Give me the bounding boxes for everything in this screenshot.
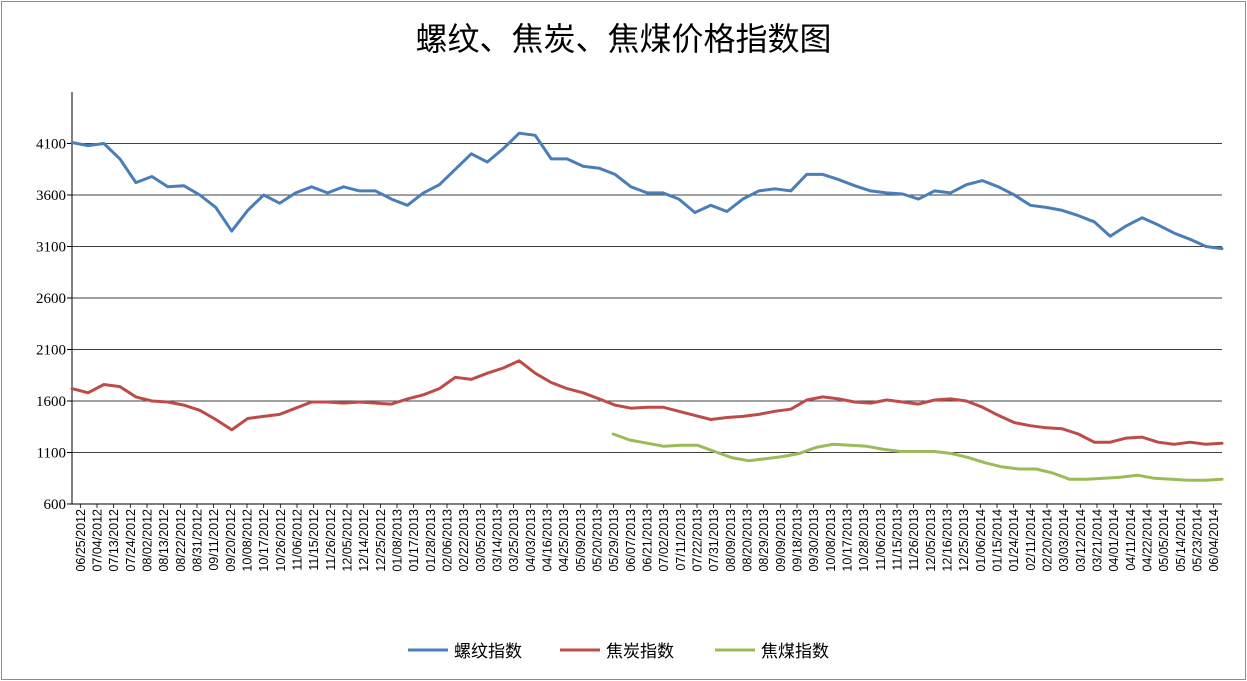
series-lines xyxy=(70,131,1224,482)
x-tick-label: 11/26/2012 xyxy=(324,509,338,571)
axes xyxy=(67,92,1222,508)
x-tick-label: 03/25/2013 xyxy=(507,509,521,572)
x-tick-label: 12/16/2013 xyxy=(941,509,955,572)
legend-label: 焦煤指数 xyxy=(761,642,829,662)
x-tick-label: 12/25/2012 xyxy=(374,509,388,572)
x-tick-label: 01/17/2013 xyxy=(407,509,421,572)
x-tick-label: 08/22/2012 xyxy=(174,509,188,572)
y-axis-ticks: 600 1100 1600 2100 2600 3100 3600 4100 xyxy=(36,137,66,514)
y-tick-label: 2100 xyxy=(36,343,66,359)
x-tick-label: 10/28/2013 xyxy=(857,509,871,572)
x-tick-label: 04/25/2013 xyxy=(557,509,571,572)
x-tick-label: 01/28/2013 xyxy=(424,509,438,572)
x-tick-label: 11/06/2012 xyxy=(291,509,305,571)
x-tick-label: 03/12/2014 xyxy=(1074,509,1088,572)
x-tick-label: 04/16/2013 xyxy=(541,509,555,572)
x-tick-label: 10/17/2013 xyxy=(841,509,855,572)
x-tick-label: 07/02/2013 xyxy=(657,509,671,572)
y-tick-label: 1600 xyxy=(36,394,66,410)
x-tick-label: 03/21/2014 xyxy=(1091,509,1105,572)
x-tick-label: 05/09/2013 xyxy=(574,509,588,572)
x-tick-label: 06/07/2013 xyxy=(624,509,638,572)
x-tick-label: 02/22/2013 xyxy=(457,509,471,572)
y-tick-label: 4100 xyxy=(36,137,66,153)
x-tick-label: 04/03/2013 xyxy=(524,509,538,572)
x-tick-label: 07/24/2012 xyxy=(124,509,138,572)
x-tick-label: 07/31/2013 xyxy=(707,509,721,572)
x-tick-label: 10/08/2012 xyxy=(241,509,255,572)
x-tick-label: 04/22/2014 xyxy=(1141,509,1155,572)
x-tick-label: 04/01/2014 xyxy=(1107,509,1121,572)
x-tick-label: 08/31/2012 xyxy=(191,509,205,572)
x-tick-label: 06/04/2014 xyxy=(1207,509,1221,572)
x-tick-label: 06/25/2012 xyxy=(74,509,88,572)
x-tick-label: 02/20/2014 xyxy=(1041,509,1055,572)
x-tick-label: 12/05/2013 xyxy=(924,509,938,572)
x-axis-ticks: 06/25/2012 07/04/2012 07/13/2012 07/24/2012… xyxy=(74,509,1221,572)
x-tick-label: 03/14/2013 xyxy=(491,509,505,572)
x-tick-label: 11/06/2013 xyxy=(874,509,888,571)
legend-label: 焦炭指数 xyxy=(606,642,674,662)
series-line-2 xyxy=(611,432,1224,482)
x-tick-label: 12/25/2013 xyxy=(957,509,971,572)
x-tick-label: 08/02/2012 xyxy=(141,509,155,572)
x-tick-label: 09/20/2012 xyxy=(224,509,238,572)
series-line-0 xyxy=(70,131,1224,251)
series-line-1 xyxy=(70,359,1224,446)
x-tick-label: 05/20/2013 xyxy=(591,509,605,572)
x-tick-label: 02/11/2014 xyxy=(1024,509,1038,571)
x-tick-label: 09/30/2013 xyxy=(807,509,821,572)
x-tick-label: 01/06/2014 xyxy=(974,509,988,572)
x-tick-label: 12/05/2012 xyxy=(341,509,355,572)
x-tick-label: 11/15/2013 xyxy=(891,509,905,571)
y-tick-label: 600 xyxy=(44,497,67,513)
x-tick-label: 11/26/2013 xyxy=(907,509,921,571)
x-tick-label: 05/14/2014 xyxy=(1174,509,1188,572)
chart-title: 螺纹、焦炭、焦煤价格指数图 xyxy=(415,20,832,58)
x-tick-label: 06/21/2013 xyxy=(641,509,655,572)
x-tick-label: 08/09/2013 xyxy=(724,509,738,572)
x-tick-label: 05/05/2014 xyxy=(1157,509,1171,572)
y-tick-label: 1100 xyxy=(37,446,66,462)
x-tick-label: 10/17/2012 xyxy=(257,509,271,572)
x-tick-label: 05/29/2013 xyxy=(607,509,621,572)
y-tick-label: 2600 xyxy=(36,291,66,307)
x-tick-label: 07/22/2013 xyxy=(691,509,705,572)
x-tick-label: 08/13/2012 xyxy=(157,509,171,572)
y-tick-label: 3100 xyxy=(36,240,66,256)
legend-label: 螺纹指数 xyxy=(454,642,522,662)
x-tick-label: 09/11/2012 xyxy=(207,509,221,571)
x-tick-label: 07/13/2012 xyxy=(107,509,121,572)
x-tick-label: 11/15/2012 xyxy=(307,509,321,571)
x-tick-label: 03/03/2014 xyxy=(1057,509,1071,572)
x-tick-label: 08/20/2013 xyxy=(741,509,755,572)
x-tick-label: 10/26/2012 xyxy=(274,509,288,572)
x-tick-label: 01/08/2013 xyxy=(391,509,405,572)
x-tick-label: 07/04/2012 xyxy=(91,509,105,572)
x-tick-label: 09/18/2013 xyxy=(791,509,805,572)
legend: 螺纹指数 焦炭指数 焦煤指数 xyxy=(408,642,829,662)
x-tick-label: 10/08/2013 xyxy=(824,509,838,572)
x-tick-label: 02/06/2013 xyxy=(441,509,455,572)
x-tick-label: 07/11/2013 xyxy=(674,509,688,571)
x-tick-label: 08/29/2013 xyxy=(757,509,771,572)
x-tick-label: 09/09/2013 xyxy=(774,509,788,572)
x-tick-label: 04/11/2014 xyxy=(1124,509,1138,571)
x-tick-label: 01/15/2014 xyxy=(991,509,1005,572)
x-tick-label: 12/14/2012 xyxy=(357,509,371,572)
x-tick-label: 01/24/2014 xyxy=(1007,509,1021,572)
y-tick-label: 3600 xyxy=(36,188,66,204)
x-tick-label: 05/23/2014 xyxy=(1191,509,1205,572)
x-tick-label: 03/05/2013 xyxy=(474,509,488,572)
